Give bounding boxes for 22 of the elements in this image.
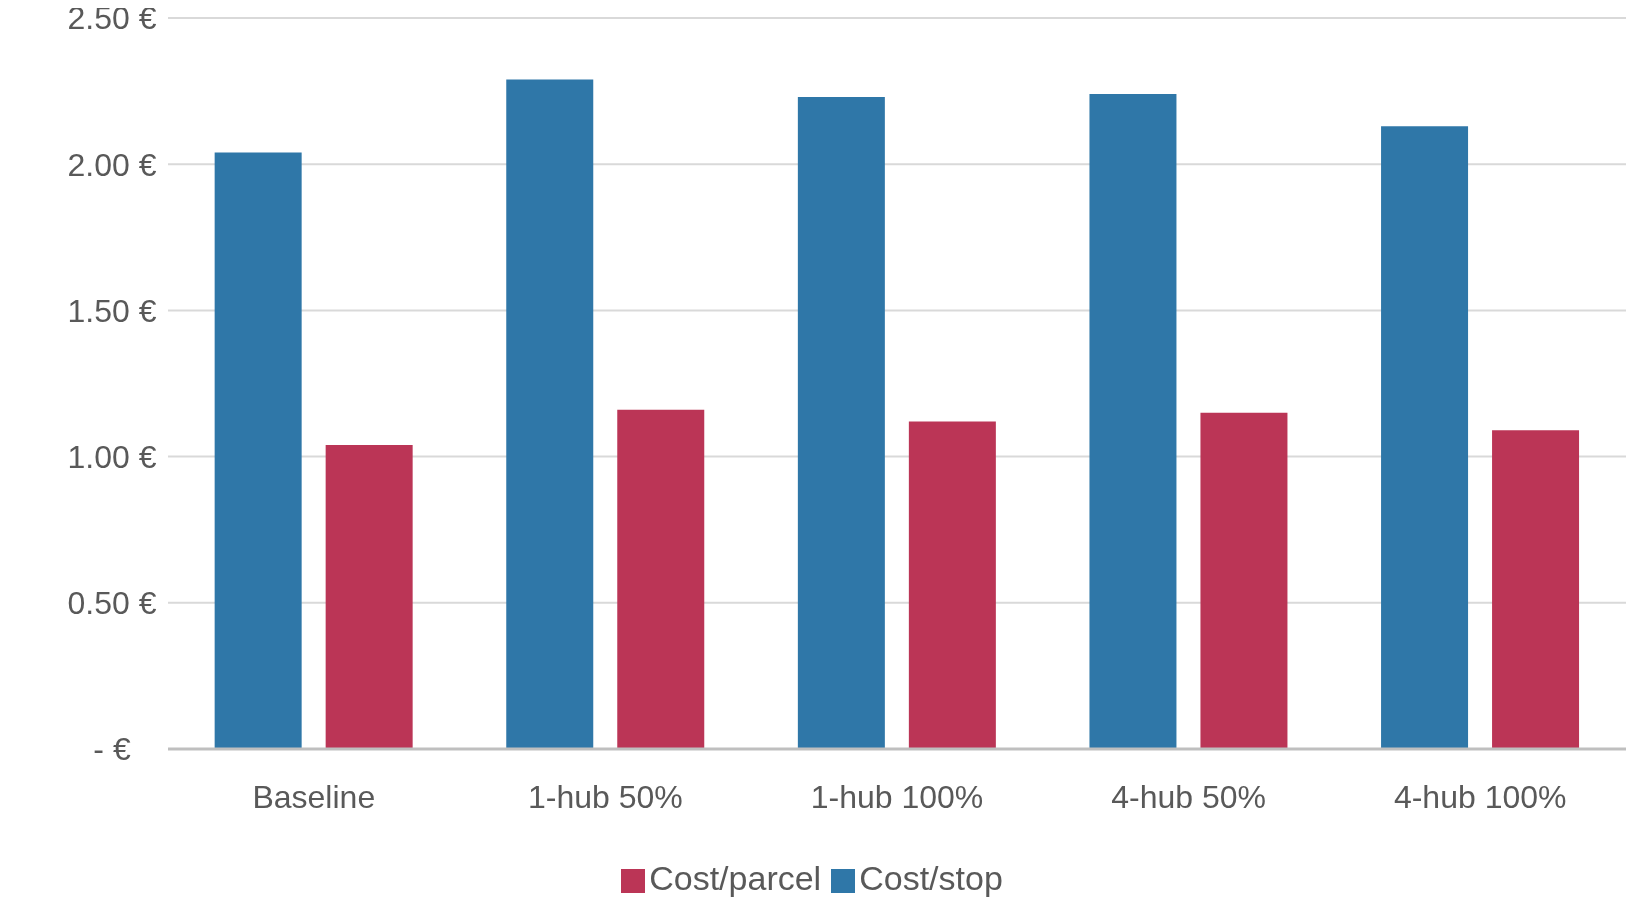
bar	[214, 152, 302, 749]
x-tick-label: 1-hub 100%	[810, 778, 984, 815]
x-tick-label: 4-hub 100%	[1393, 778, 1567, 815]
x-tick-label: 1-hub 50%	[528, 778, 683, 815]
bar	[506, 79, 594, 749]
legend-label: Cost/parcel	[649, 859, 822, 897]
bar	[797, 96, 885, 749]
bar	[1492, 430, 1580, 749]
legend-label: Cost/stop	[859, 859, 1003, 897]
bar	[325, 444, 413, 749]
bar	[1089, 94, 1177, 749]
x-tick-label: 4-hub 50%	[1111, 778, 1266, 815]
bar	[908, 421, 996, 749]
y-tick-label: 1.50 €	[67, 292, 157, 329]
x-tick-label: Baseline	[252, 778, 376, 815]
y-tick-label: 2.00 €	[67, 146, 157, 183]
bar	[1381, 126, 1469, 749]
bar	[1200, 412, 1288, 749]
y-tick-label: - €	[93, 731, 131, 768]
y-tick-label: 1.00 €	[67, 438, 157, 475]
bar	[617, 409, 705, 749]
y-tick-label: 0.50 €	[67, 585, 157, 622]
